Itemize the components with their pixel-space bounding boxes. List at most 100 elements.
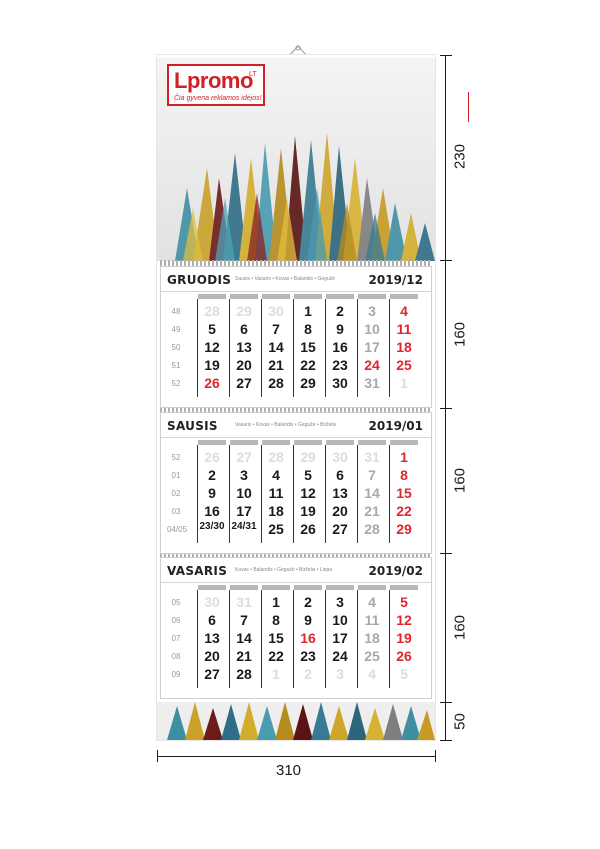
day-cell: 20 — [204, 648, 220, 664]
day-column-divider — [293, 299, 322, 397]
day-cell: 18 — [396, 339, 412, 355]
day-cell: 1 — [400, 375, 408, 391]
day-column-divider — [229, 445, 258, 543]
day-column-divider — [197, 299, 226, 397]
day-cell: 15 — [268, 630, 284, 646]
day-cell: 16 — [300, 630, 316, 646]
day-cell: 20 — [332, 503, 348, 519]
weekday-header-bar — [390, 585, 418, 590]
day-cell: 12 — [204, 339, 220, 355]
day-cell: 10 — [364, 321, 380, 337]
weekday-header-bar — [294, 294, 322, 299]
day-cell: 29 — [300, 375, 316, 391]
month-name: VASARIS — [167, 564, 228, 578]
week-number: 01 — [171, 471, 181, 480]
month-year: 2019/02 — [368, 564, 423, 578]
day-cell: 5 — [208, 321, 216, 337]
height-dimension-line — [445, 55, 446, 740]
weekday-header-bar — [230, 440, 258, 445]
day-cell: 26 — [300, 521, 316, 537]
dimension-tick — [157, 750, 158, 762]
header-height-label: 230 — [451, 143, 469, 170]
month-year: 2019/01 — [368, 419, 423, 433]
upcoming-months: Sausis • Vasaris • Kovas • Balandis • Ge… — [235, 276, 336, 282]
dimension-tick — [440, 740, 452, 741]
day-cell: 6 — [336, 467, 344, 483]
week-number: 04/05 — [167, 525, 188, 534]
dimension-tick — [435, 750, 436, 762]
day-cell: 23 — [332, 357, 348, 373]
day-cell: 9 — [304, 612, 312, 628]
day-cell: 29 — [300, 449, 316, 465]
month-panel: VASARIS Kovas • Balandis • Gegužė • Birž… — [160, 557, 432, 699]
month-header: VASARIS Kovas • Balandis • Gegužė • Birž… — [161, 558, 431, 583]
day-cell: 21 — [364, 503, 380, 519]
day-cell: 5 — [400, 666, 408, 682]
day-column-divider — [325, 590, 354, 688]
spiral-binding — [160, 408, 432, 414]
day-column-divider — [293, 590, 322, 688]
day-cell: 28 — [364, 521, 380, 537]
dimension-tick — [440, 55, 452, 56]
day-cell: 31 — [364, 449, 380, 465]
red-marker-line — [468, 92, 469, 122]
week-number: 07 — [171, 634, 181, 643]
day-cell: 3 — [240, 467, 248, 483]
day-cell: 28 — [204, 303, 220, 319]
day-column-divider — [229, 299, 258, 397]
footer-height-label: 50 — [451, 713, 469, 730]
spiral-binding — [160, 553, 432, 559]
day-cell: 21 — [236, 648, 252, 664]
weekday-header-bar — [358, 294, 386, 299]
day-cell: 19 — [300, 503, 316, 519]
weekday-header-bar — [230, 585, 258, 590]
day-column-divider — [325, 299, 354, 397]
day-cell: 1 — [400, 449, 408, 465]
day-cell: 25 — [364, 648, 380, 664]
day-cell: 26 — [204, 375, 220, 391]
day-cell: 25 — [396, 357, 412, 373]
day-cell: 4 — [272, 467, 280, 483]
weekday-header-bar — [262, 440, 290, 445]
day-cell: 3 — [368, 303, 376, 319]
logo-wordmark: Lpromo — [174, 68, 253, 93]
weekday-header-bar — [198, 585, 226, 590]
week-number: 50 — [171, 343, 181, 352]
week-number: 51 — [171, 361, 181, 370]
day-cell: 24 — [332, 648, 348, 664]
day-cell: 26 — [396, 648, 412, 664]
day-cell: 1 — [272, 594, 280, 610]
day-cell: 24/31 — [231, 521, 257, 532]
day-cell: 6 — [240, 321, 248, 337]
day-cell: 16 — [204, 503, 220, 519]
upcoming-months: Kovas • Balandis • Gegužė • Birželis • L… — [235, 567, 333, 573]
day-column-divider — [293, 445, 322, 543]
day-cell: 11 — [396, 321, 412, 337]
day-column-divider — [389, 299, 418, 397]
day-cell: 8 — [304, 321, 312, 337]
month-height-label: 160 — [451, 467, 469, 494]
day-cell: 17 — [332, 630, 348, 646]
day-cell: 31 — [236, 594, 252, 610]
week-number: 09 — [171, 670, 181, 679]
month-name: GRUODIS — [167, 273, 232, 287]
weekday-header-bar — [326, 294, 354, 299]
day-column-divider — [197, 445, 226, 543]
dimension-tick — [440, 408, 452, 409]
dimension-tick — [440, 553, 452, 554]
month-name: SAUSIS — [167, 419, 218, 433]
day-cell: 1 — [272, 666, 280, 682]
day-cell: 23/30 — [199, 521, 225, 532]
day-cell: 31 — [364, 375, 380, 391]
day-cell: 5 — [304, 467, 312, 483]
day-column-divider — [389, 590, 418, 688]
day-cell: 13 — [236, 339, 252, 355]
day-cell: 22 — [268, 648, 284, 664]
week-number: 52 — [171, 453, 181, 462]
day-cell: 9 — [208, 485, 216, 501]
weekday-header-bar — [262, 585, 290, 590]
month-panel: SAUSIS Vasaris • Kovas • Balandis • Gegu… — [160, 412, 432, 554]
day-cell: 15 — [396, 485, 412, 501]
day-cell: 11 — [268, 485, 284, 501]
day-cell: 13 — [204, 630, 220, 646]
